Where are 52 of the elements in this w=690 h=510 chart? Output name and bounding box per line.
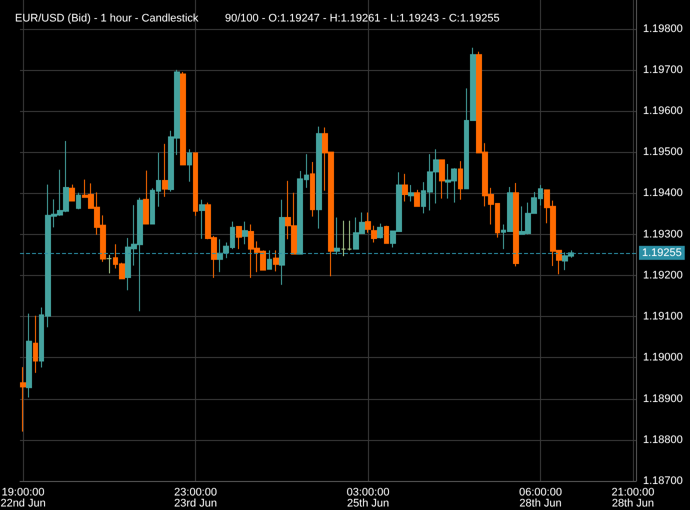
candlestick (341, 220, 346, 257)
x-tick-label: 06:00:00 28th Jun (519, 486, 562, 510)
candlestick (193, 152, 198, 216)
candlestick (384, 225, 389, 244)
candlestick (187, 148, 192, 182)
candlestick (414, 189, 420, 207)
x-tick-label: 03:00:00 25th Jun (346, 486, 390, 510)
candlestick (180, 71, 186, 166)
y-tick-label: 1.19100 (643, 310, 683, 323)
candlestick (273, 250, 279, 272)
candlestick (162, 143, 168, 198)
y-tick-label: 1.18800 (643, 434, 683, 446)
candlestick (310, 161, 315, 218)
x-tick-label: 21:00:00 28th Jun (612, 486, 654, 510)
candlestick (377, 223, 383, 239)
candlestick (513, 182, 519, 267)
candlestick (236, 226, 242, 250)
x-tick-label: 19:00:00 22nd Jun (0, 486, 46, 510)
candlestick (20, 366, 26, 432)
text: 90/100 - O:1.19247 - H:1.19261 - L:1.19243 - C:1.19255 (225, 12, 500, 24)
candlestick (26, 313, 32, 398)
y-tick-label: 1.19200 (643, 269, 683, 282)
text: EUR/USD (Bid) - 1 hour - Candlestick (15, 12, 199, 24)
y-tick-label: 1.19400 (643, 187, 683, 200)
y-tick-label: 1.19800 (643, 22, 683, 35)
y-tick-label: 1.18900 (643, 392, 683, 405)
y-tick-label: 1.19500 (643, 146, 683, 158)
candlestick (439, 159, 445, 200)
y-tick-label: 1.19700 (643, 64, 683, 76)
candlestick (76, 192, 81, 210)
candlestick (316, 126, 322, 230)
candlestick (402, 173, 408, 202)
y-tick-label: 1.19600 (643, 105, 683, 117)
y-tick-label: 1.18700 (643, 475, 683, 487)
candlestick (242, 221, 248, 245)
candlestick (347, 220, 352, 251)
candlestick (199, 199, 205, 240)
candlestick (365, 212, 371, 234)
candlestick (458, 160, 463, 200)
candlestick (279, 199, 285, 286)
candlestick (371, 225, 377, 244)
ref-line-label: 1.19255 (642, 246, 682, 259)
x-tick-label: 23:00:00 23rd Jun (174, 486, 217, 510)
candlestick (69, 184, 75, 202)
candlestick (408, 184, 414, 202)
candlestick (106, 254, 112, 274)
candlestick (143, 170, 149, 225)
candlestick (33, 315, 38, 374)
y-tick-label: 1.19000 (643, 352, 683, 364)
y-tick-label: 1.19300 (643, 228, 683, 240)
candlestick (267, 250, 272, 270)
candlestick (334, 216, 340, 255)
